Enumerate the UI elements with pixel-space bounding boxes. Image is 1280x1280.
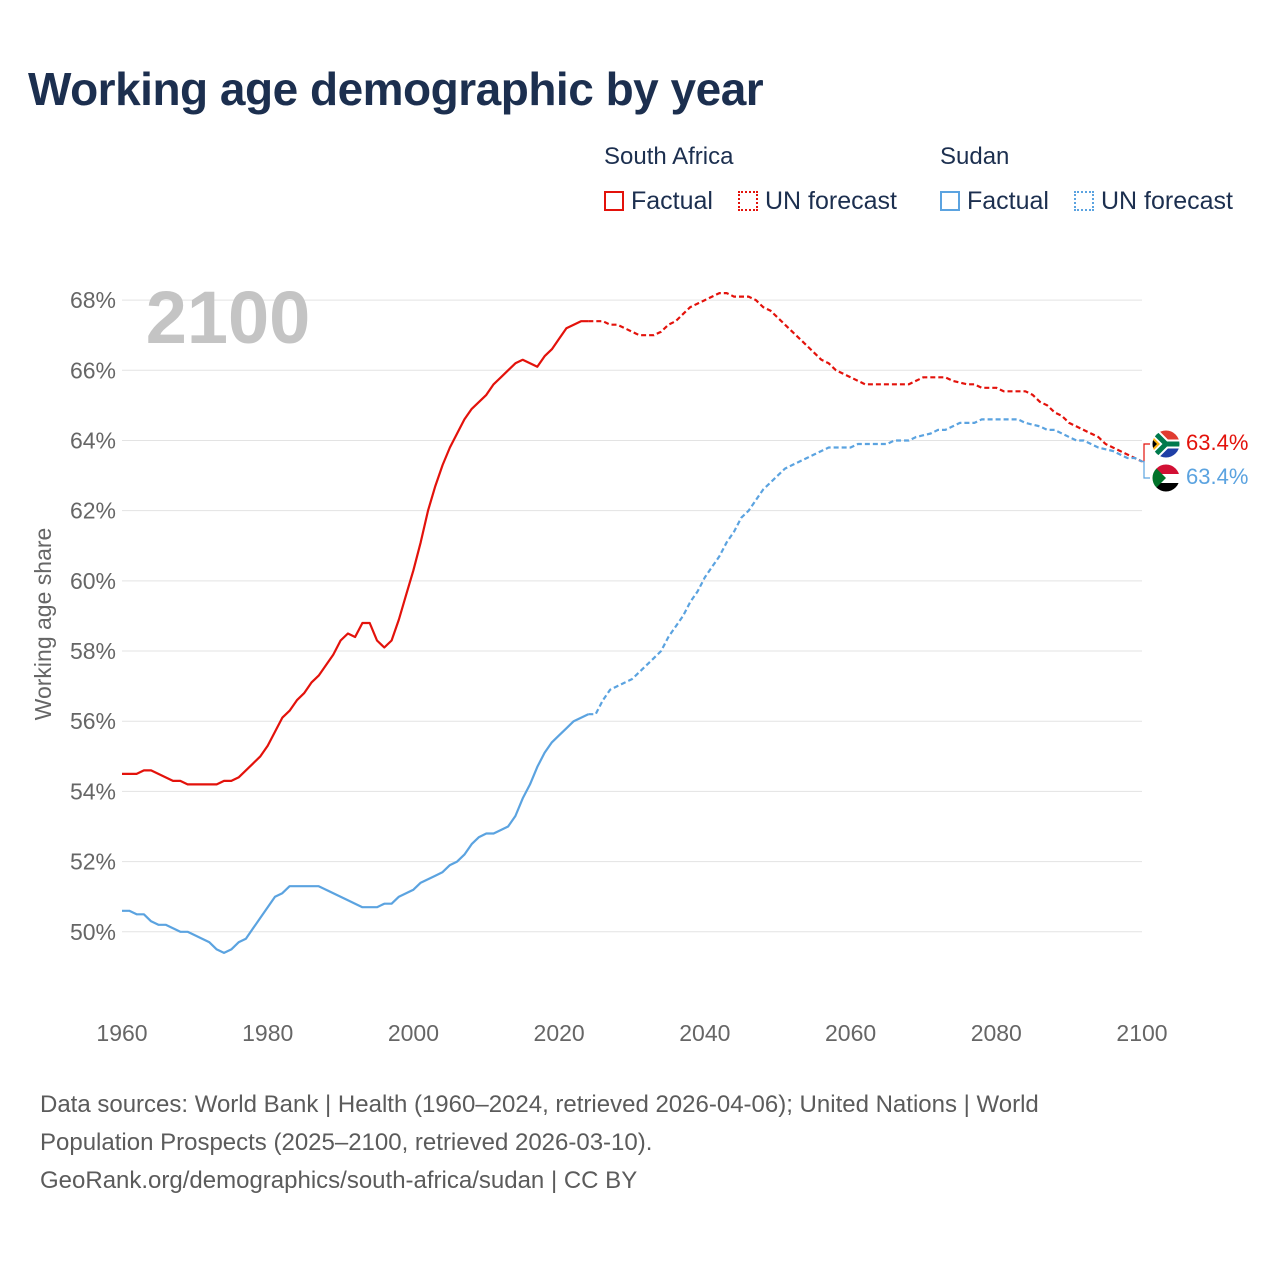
legend-south-africa-forecast[interactable]: UN forecast xyxy=(738,186,897,216)
y-tick-label: 58% xyxy=(70,638,116,664)
end-connector-sudan xyxy=(1142,460,1150,479)
legend-sudan-forecast[interactable]: UN forecast xyxy=(1074,186,1233,216)
series-line-south-africa-forecast xyxy=(588,292,1143,463)
line-chart: 2100 50% 52% 54% 56% 58% 60% 62% 64% 66% 68% 1960… xyxy=(30,276,1248,1046)
y-tick-label: 54% xyxy=(70,778,116,804)
x-tick-label: 1980 xyxy=(242,1020,293,1046)
year-watermark: 2100 xyxy=(146,276,311,359)
x-tick-label: 2080 xyxy=(971,1020,1022,1046)
legend-swatch-dotted-icon xyxy=(1074,191,1094,211)
legend-swatch-dotted-icon xyxy=(738,191,758,211)
x-tick-label: 1960 xyxy=(96,1020,147,1046)
x-tick-label: 2000 xyxy=(388,1020,439,1046)
x-tick-label: 2040 xyxy=(679,1020,730,1046)
attribution-link[interactable]: GeoRank.org/demographics/south-africa/su… xyxy=(40,1167,638,1194)
legend-swatch-solid-icon xyxy=(604,191,624,211)
legend-label: UN forecast xyxy=(1101,186,1233,215)
y-tick-label: 68% xyxy=(70,287,116,313)
grid-lines xyxy=(122,299,1142,933)
y-tick-label: 56% xyxy=(70,708,116,734)
series-line-south-africa-factual xyxy=(122,320,589,786)
south-africa-flag-icon xyxy=(1151,429,1181,459)
y-tick-label: 64% xyxy=(70,427,116,453)
legend-label: Factual xyxy=(967,186,1049,215)
legend-south-africa-factual[interactable]: Factual xyxy=(604,186,713,216)
series-layer xyxy=(122,292,1143,954)
y-tick-label: 62% xyxy=(70,498,116,524)
y-tick-label: 60% xyxy=(70,568,116,594)
legend-label: UN forecast xyxy=(765,186,897,215)
y-tick-label: 52% xyxy=(70,849,116,875)
legend-label: Factual xyxy=(631,186,713,215)
end-label-sudan: 63.4% xyxy=(1186,464,1248,489)
legend-group-south-africa: South Africa xyxy=(604,143,734,170)
legend-group-sudan: Sudan xyxy=(940,143,1010,170)
x-tick-label: 2100 xyxy=(1116,1020,1167,1046)
source-note-line-2: Population Prospects (2025–2100, retriev… xyxy=(40,1129,653,1156)
y-tick-label: 66% xyxy=(70,357,116,383)
legend-swatch-solid-icon xyxy=(940,191,960,211)
footer: Data sources: World Bank | Health (1960–… xyxy=(40,1086,1240,1200)
x-tick-label: 2020 xyxy=(534,1020,585,1046)
legend-sudan-factual[interactable]: Factual xyxy=(940,186,1049,216)
y-axis-ticks: 50% 52% 54% 56% 58% 60% 62% 64% 66% 68% xyxy=(70,287,116,945)
chart-title: Working age demographic by year xyxy=(28,63,764,115)
end-label-south-africa: 63.4% xyxy=(1186,430,1248,455)
x-tick-label: 2060 xyxy=(825,1020,876,1046)
y-tick-label: 50% xyxy=(70,919,116,945)
series-line-sudan-forecast xyxy=(588,418,1143,716)
y-axis-label: Working age share xyxy=(30,528,56,721)
sudan-flag-icon xyxy=(1151,463,1181,493)
source-note-line-1: Data sources: World Bank | Health (1960–… xyxy=(40,1091,1039,1118)
end-connector-south-africa xyxy=(1142,443,1150,463)
x-axis-ticks: 1960 1980 2000 2020 2040 2060 2080 2100 xyxy=(96,1020,1167,1046)
series-line-sudan-factual xyxy=(122,713,589,954)
